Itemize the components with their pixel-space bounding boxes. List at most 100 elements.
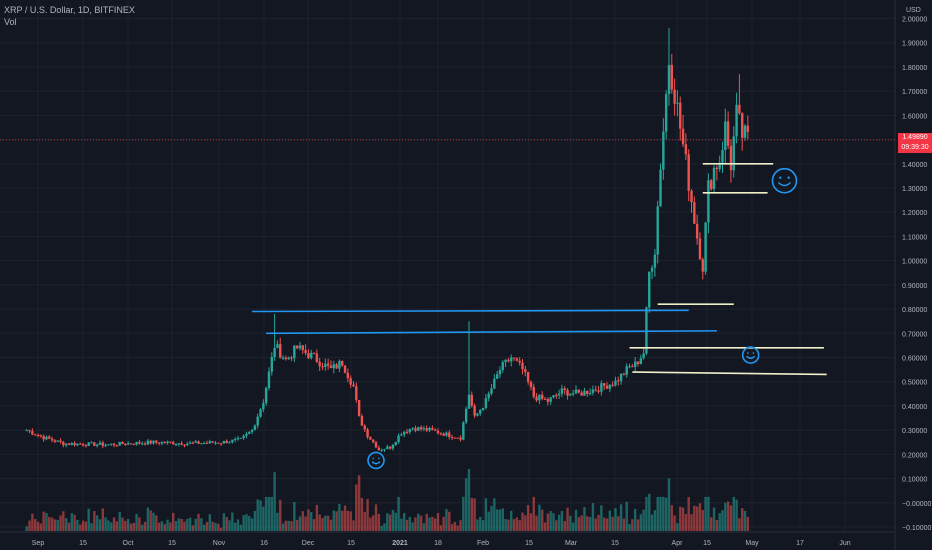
volume-bar bbox=[524, 515, 527, 531]
volume-bar bbox=[202, 524, 206, 531]
candle-body bbox=[467, 394, 471, 409]
current-price-value: 1.49890 bbox=[902, 134, 928, 141]
candle-body bbox=[304, 350, 307, 353]
volume-bar bbox=[270, 496, 273, 531]
volume-bar bbox=[566, 507, 569, 531]
candle-body bbox=[62, 441, 65, 446]
volume-bar bbox=[597, 514, 600, 531]
candle-body bbox=[174, 444, 178, 446]
volume-bar bbox=[698, 503, 702, 531]
volume-bar bbox=[619, 504, 623, 531]
candle-body bbox=[515, 358, 519, 361]
candle-body bbox=[459, 437, 462, 440]
candle-body bbox=[39, 435, 43, 437]
volume-bar bbox=[332, 510, 335, 531]
volume-bar bbox=[724, 502, 727, 531]
candle-body bbox=[293, 345, 296, 359]
volume-bar bbox=[59, 515, 62, 531]
volume-bar bbox=[538, 504, 541, 531]
volume-bar bbox=[487, 511, 490, 531]
volume-bar bbox=[721, 510, 724, 531]
candle-body bbox=[445, 432, 448, 436]
volume-bar bbox=[746, 516, 750, 531]
candle-body bbox=[270, 356, 273, 372]
volume-bar bbox=[633, 508, 637, 531]
candle-body bbox=[146, 440, 150, 445]
volume-bar bbox=[704, 496, 707, 531]
candle-body bbox=[476, 413, 479, 416]
volume-bar bbox=[110, 522, 113, 531]
smiley-eye-icon bbox=[372, 457, 375, 460]
volume-bar bbox=[338, 503, 341, 531]
candle-body bbox=[422, 428, 426, 430]
candle-body bbox=[501, 362, 504, 370]
candle-body bbox=[715, 167, 719, 170]
candle-body bbox=[295, 345, 299, 349]
candle-body bbox=[712, 167, 716, 190]
volume-bar bbox=[510, 510, 513, 531]
candle-body bbox=[36, 435, 40, 437]
volume-bar bbox=[141, 524, 144, 531]
candle-body bbox=[743, 125, 747, 138]
candle-body bbox=[112, 443, 116, 446]
volume-label[interactable]: Vol bbox=[4, 17, 17, 27]
candle-body bbox=[273, 347, 276, 357]
volume-bar bbox=[321, 517, 324, 531]
candle-body bbox=[391, 444, 395, 449]
candle-body bbox=[566, 390, 569, 396]
bar-countdown: 09:39:30 bbox=[901, 144, 929, 151]
volume-bar bbox=[343, 505, 347, 531]
symbol-title[interactable]: XRP / U.S. Dollar, 1D, BITFINEX bbox=[4, 5, 135, 15]
candle-body bbox=[231, 439, 234, 443]
candle-body bbox=[684, 144, 688, 155]
candle-body bbox=[124, 444, 127, 446]
volume-bar bbox=[357, 475, 361, 531]
volume-bar bbox=[710, 517, 713, 531]
candle-body bbox=[132, 444, 135, 446]
candle-body bbox=[129, 443, 133, 445]
volume-bar bbox=[301, 511, 304, 531]
volume-bar bbox=[676, 523, 679, 531]
x-tick-label: Mar bbox=[565, 540, 578, 547]
x-tick-label: 15 bbox=[168, 540, 176, 547]
volume-bar bbox=[25, 526, 28, 531]
smiley-icon bbox=[771, 167, 798, 194]
candle-body bbox=[402, 431, 406, 435]
x-tick-label: 2021 bbox=[392, 540, 408, 547]
volume-bar bbox=[183, 521, 186, 531]
candle-body bbox=[104, 444, 107, 446]
volume-bar bbox=[380, 525, 383, 531]
volume-bar bbox=[419, 515, 423, 531]
volume-bar bbox=[670, 505, 673, 531]
volume-bar bbox=[433, 518, 437, 531]
y-tick-label: 0.70000 bbox=[902, 331, 927, 338]
volume-bar bbox=[462, 496, 465, 531]
current-price-tag: 1.49890 09:39:30 bbox=[898, 133, 932, 153]
candle-body bbox=[453, 437, 457, 439]
volume-bar bbox=[363, 511, 366, 531]
candle-body bbox=[369, 437, 372, 440]
candle-body bbox=[346, 372, 350, 379]
volume-bar bbox=[64, 518, 68, 531]
candle-body bbox=[541, 394, 544, 399]
y-tick-label: 1.00000 bbox=[902, 259, 927, 266]
volume-bar bbox=[555, 520, 558, 531]
y-tick-label: 1.20000 bbox=[902, 210, 927, 217]
volume-bar bbox=[256, 499, 259, 531]
candle-body bbox=[417, 427, 420, 431]
candle-body bbox=[493, 378, 496, 389]
x-tick-label: Apr bbox=[672, 540, 684, 547]
volume-bar bbox=[498, 509, 502, 531]
candle-body bbox=[650, 267, 654, 272]
volume-bar bbox=[118, 511, 121, 531]
candle-body bbox=[45, 436, 48, 440]
volume-bar bbox=[205, 521, 209, 531]
resistance-line bbox=[252, 309, 689, 313]
volume-bar bbox=[456, 525, 459, 531]
candle-body bbox=[281, 357, 285, 359]
candle-body bbox=[504, 359, 507, 363]
volume-bar bbox=[194, 518, 197, 531]
candle-body bbox=[605, 385, 609, 389]
candle-body bbox=[377, 447, 381, 451]
